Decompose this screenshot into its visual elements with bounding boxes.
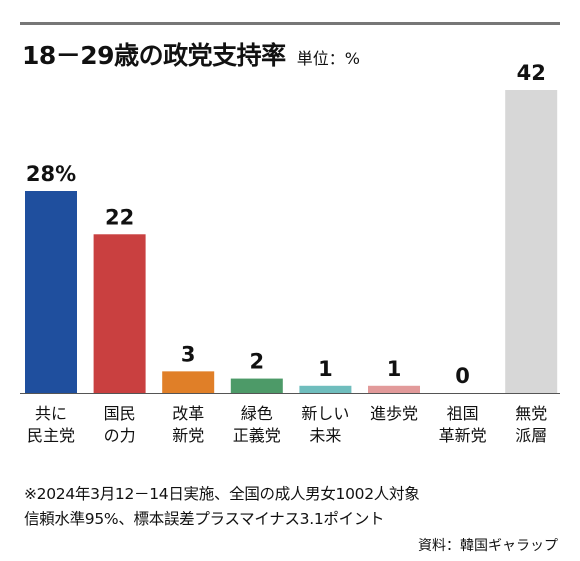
source-label: 資料：韓国ギャラップ — [418, 538, 558, 554]
category-label-7-0: 無党 — [515, 404, 547, 423]
category-label-3-0: 緑色 — [241, 404, 273, 423]
bar-4 — [299, 385, 352, 393]
bar-1 — [93, 234, 146, 393]
category-label-3-1: 正義党 — [233, 426, 281, 445]
value-label-3: 2 — [249, 350, 264, 374]
category-label-4-0: 新しい — [301, 404, 349, 423]
category-label-6-0: 祖国 — [447, 404, 479, 423]
bar-0 — [25, 191, 77, 393]
category-label-5-0: 進歩党 — [370, 404, 418, 423]
margin-note: 信頼水準95%、標本誤差プラスマイナス3.1ポイント — [24, 510, 385, 528]
unit-label: 単位：% — [296, 49, 360, 68]
bar-2 — [162, 371, 215, 393]
chart-title: 18－29歳の政党支持率 — [22, 41, 286, 70]
bar-5 — [368, 385, 420, 393]
value-label-4: 1 — [318, 357, 333, 381]
bar-7 — [505, 90, 558, 393]
value-label-1: 22 — [105, 205, 134, 229]
value-label-6: 0 — [455, 364, 470, 388]
value-label-2: 3 — [181, 342, 196, 366]
category-label-1-0: 国民 — [104, 404, 136, 423]
category-label-0-0: 共に — [35, 404, 67, 423]
top-rule — [20, 22, 560, 25]
category-label-6-1: 革新党 — [439, 426, 487, 445]
category-label-1-1: の力 — [104, 426, 136, 445]
category-label-7-1: 派層 — [515, 426, 547, 445]
category-label-2-1: 新党 — [172, 426, 204, 445]
category-label-4-1: 未来 — [309, 426, 341, 445]
bar-3 — [230, 378, 283, 393]
value-label-5: 1 — [387, 357, 402, 381]
category-label-0-1: 民主党 — [27, 426, 75, 445]
survey-note: ※2024年3月12－14日実施、全国の成人男女1002人対象 — [24, 485, 420, 503]
category-label-2-0: 改革 — [172, 404, 204, 423]
title-row: 18－29歳の政党支持率 単位：% — [22, 36, 360, 72]
value-label-7: 42 — [517, 61, 546, 85]
value-label-0: 28% — [26, 162, 76, 186]
